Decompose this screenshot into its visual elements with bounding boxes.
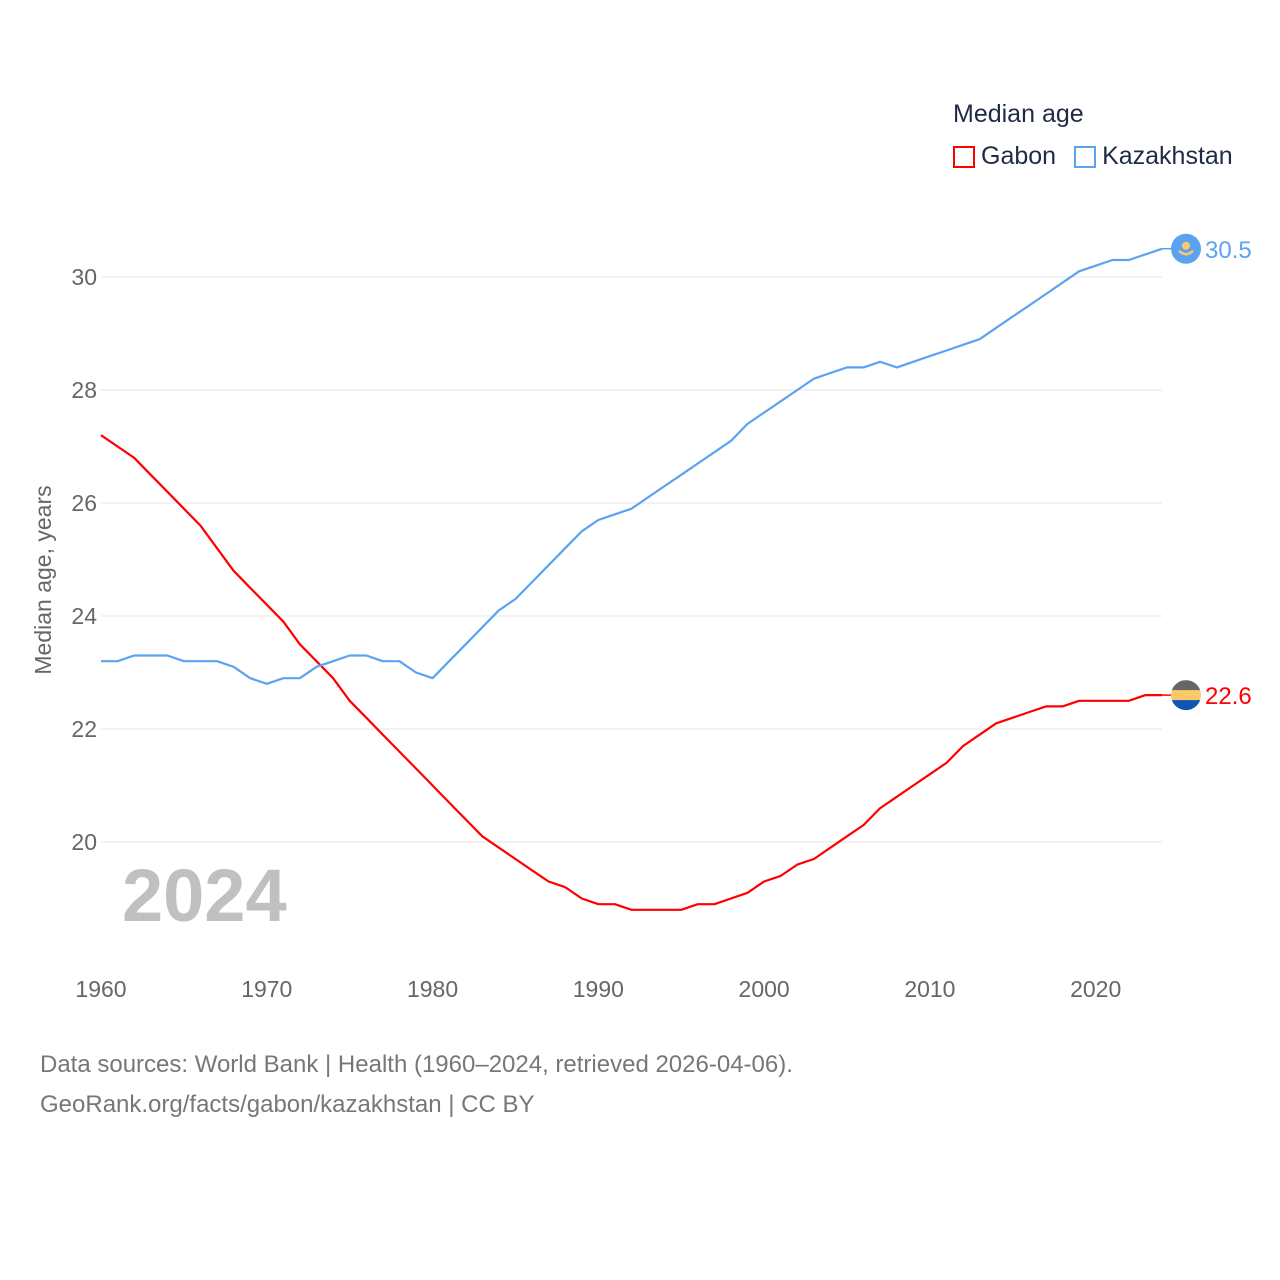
- x-tick-label: 1960: [75, 976, 126, 1002]
- source-line: Data sources: World Bank | Health (1960–…: [40, 1051, 793, 1078]
- legend-label: Kazakhstan: [1102, 142, 1233, 170]
- legend-title: Median age: [953, 100, 1084, 128]
- y-tick-label: 24: [71, 603, 97, 629]
- legend: Gabon Kazakhstan: [953, 142, 1233, 171]
- legend-item-kazakhstan[interactable]: Kazakhstan: [1074, 142, 1233, 171]
- source-note: Data sources: World Bank | Health (1960–…: [40, 1045, 793, 1125]
- x-tick-label: 1990: [573, 976, 624, 1002]
- series-line-gabon[interactable]: [100, 434, 1162, 911]
- x-tick-label: 1980: [407, 976, 458, 1002]
- flag-icon-kazakhstan: [1171, 233, 1201, 264]
- flag-icon-gabon: [1171, 680, 1201, 711]
- y-axis-label: Median age, years: [30, 485, 56, 674]
- y-tick-label: 28: [71, 377, 97, 403]
- legend-label: Gabon: [981, 142, 1057, 170]
- x-tick-label: 2000: [739, 976, 790, 1002]
- year-watermark: 2024: [122, 854, 287, 937]
- legend-item-gabon[interactable]: Gabon: [953, 142, 1056, 171]
- legend-swatch-gabon: [953, 145, 975, 168]
- y-tick-label: 26: [71, 490, 97, 516]
- legend-swatch-kazakhstan: [1074, 145, 1097, 168]
- x-tick-label: 2010: [904, 976, 955, 1002]
- y-tick-label: 22: [71, 716, 97, 742]
- y-tick-label: 20: [71, 829, 97, 855]
- x-tick-label: 1970: [241, 976, 292, 1002]
- series-line-kazakhstan[interactable]: [101, 247, 1163, 685]
- source-link[interactable]: GeoRank.org/facts/gabon/kazakhstan | CC …: [40, 1091, 535, 1118]
- end-value-label: 22.6: [1205, 683, 1252, 710]
- y-tick-label: 30: [71, 264, 97, 290]
- end-value-label: 30.5: [1205, 237, 1252, 264]
- x-tick-label: 2020: [1070, 976, 1121, 1002]
